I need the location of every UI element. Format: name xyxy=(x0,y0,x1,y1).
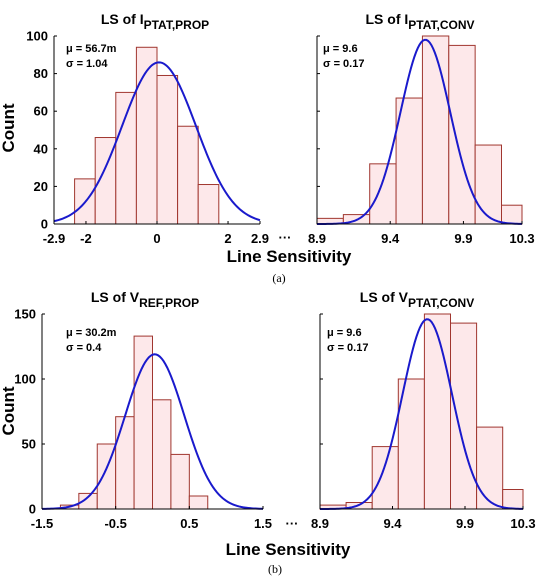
caption-a: (a) xyxy=(272,271,285,285)
histogram-bar xyxy=(371,446,399,510)
histogram-1: -2.9 -2 0 2 2.9 0 20 40 60 80 100 LS of IPTAT,PROP μ… xyxy=(26,11,269,246)
histogram-bar xyxy=(177,125,199,225)
histogram-bar xyxy=(395,97,423,225)
gaussian-fit-curve xyxy=(53,61,261,223)
y-tick-label: 40 xyxy=(34,141,48,156)
histogram-bar xyxy=(133,335,153,510)
chart-title: LS of IPTAT,PROP xyxy=(101,11,209,32)
y-tick-label: 100 xyxy=(26,29,48,44)
chart-title: LS of IPTAT,CONV xyxy=(365,11,474,32)
caption-b: (b) xyxy=(268,562,282,576)
mu-annotation: μ = 9.6 xyxy=(323,43,358,55)
x-tick-label: 8.9 xyxy=(311,516,329,531)
x-tick-label: 10.3 xyxy=(509,231,534,246)
gaussian-fit-curve xyxy=(316,38,523,225)
x-tick-label: 0 xyxy=(153,231,160,246)
xlabel-b: Line Sensitivity xyxy=(226,540,351,559)
x-tick-label: 9.9 xyxy=(456,516,474,531)
y-tick-label: 20 xyxy=(34,179,48,194)
mu-annotation: μ = 56.7m xyxy=(66,43,117,55)
x-tick-label: 1.5 xyxy=(254,516,272,531)
x-tick-label: 9.4 xyxy=(383,516,402,531)
histogram-bar xyxy=(156,74,179,225)
x-tick-label: 9.4 xyxy=(381,231,400,246)
x-tick-label: 8.9 xyxy=(308,231,326,246)
histogram-bar xyxy=(197,184,220,225)
histogram-2: 8.9 9.4 9.9 10.3 LS of IPTAT,CONV μ = 9.6 σ = … xyxy=(308,11,535,246)
x-tick-label: 0.5 xyxy=(180,516,198,531)
x-tick-label: -2 xyxy=(80,231,92,246)
y-tick-label: 60 xyxy=(34,104,48,119)
x-tick-label: -1.5 xyxy=(31,516,53,531)
histogram-bar xyxy=(188,495,209,510)
histogram-bar xyxy=(450,322,478,510)
histogram-bar xyxy=(474,144,502,225)
xlabel-a: Line Sensitivity xyxy=(227,247,352,266)
chart-title: LS of VREF,PROP xyxy=(91,289,199,310)
y-tick-label: 0 xyxy=(41,217,48,232)
histogram-bar xyxy=(135,46,158,225)
y-tick-label: 150 xyxy=(14,307,36,322)
y-tick-label: 0 xyxy=(29,502,36,517)
count-ylabel-b: Count xyxy=(0,386,18,435)
histogram-bar xyxy=(397,378,425,510)
axis-break-b: ··· xyxy=(286,516,299,531)
x-tick-label: -0.5 xyxy=(104,516,126,531)
histogram-bar xyxy=(421,35,450,225)
mu-annotation: μ = 9.6 xyxy=(327,327,362,339)
plots: -2.9 -2 0 2 2.9 0 20 40 60 80 100 LS of IPTAT,PROP μ… xyxy=(14,11,535,531)
histogram-bar xyxy=(448,44,476,225)
histogram-bar xyxy=(501,204,523,225)
histogram-bar xyxy=(115,91,137,225)
histogram-3: -1.5 -0.5 0.5 1.5 0 50 100 150 LS of VREF,PROP μ … xyxy=(14,289,272,531)
histogram-bar xyxy=(170,453,190,510)
y-tick-label: 100 xyxy=(14,372,36,387)
sigma-annotation: σ = 1.04 xyxy=(66,58,108,70)
x-tick-label: 2 xyxy=(224,231,231,246)
y-tick-label: 80 xyxy=(34,66,48,81)
sigma-annotation: σ = 0.4 xyxy=(66,342,102,354)
count-ylabel-a: Count xyxy=(0,103,18,152)
histogram-bar xyxy=(115,416,135,510)
axis-break-a: ··· xyxy=(279,230,292,245)
x-tick-label: 10.3 xyxy=(510,516,535,531)
sigma-annotation: σ = 0.17 xyxy=(323,58,364,70)
mu-annotation: μ = 30.2m xyxy=(66,327,117,339)
histogram-bar xyxy=(476,426,504,510)
histogram-bar xyxy=(502,489,524,510)
x-tick-label: 9.9 xyxy=(454,231,472,246)
x-tick-label: 2.9 xyxy=(251,231,269,246)
gaussian-fit-curve xyxy=(41,353,264,510)
histogram-bar xyxy=(152,399,172,510)
histogram-4: 8.9 9.4 9.9 10.3 LS of VPTAT,CONV μ = 9.6 σ = … xyxy=(311,289,536,531)
chart-title: LS of VPTAT,CONV xyxy=(360,289,474,310)
gaussian-fit-curve xyxy=(319,318,524,510)
x-tick-label: -2.9 xyxy=(43,231,65,246)
histogram-bar xyxy=(423,313,451,510)
histogram-bar xyxy=(369,163,397,225)
sigma-annotation: σ = 0.17 xyxy=(327,342,368,354)
y-tick-label: 50 xyxy=(22,437,36,452)
